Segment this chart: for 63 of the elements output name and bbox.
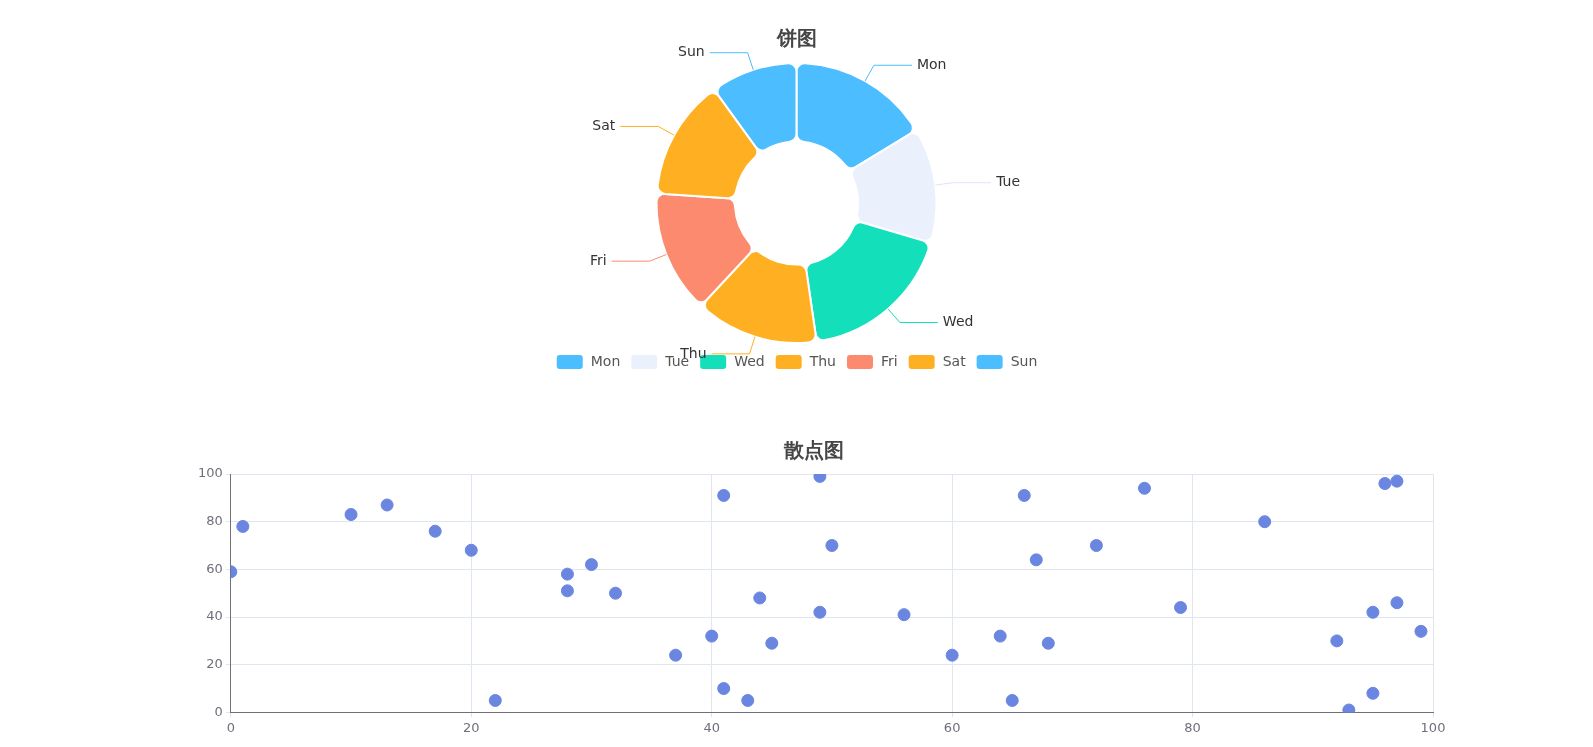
point [825, 539, 839, 553]
legend-label: Mon [590, 352, 621, 369]
slice-label: Sun [678, 43, 705, 60]
x-tick-label: 100 [1420, 719, 1446, 735]
point [1089, 539, 1103, 553]
point [1366, 686, 1380, 700]
point [717, 682, 731, 696]
point [1330, 634, 1344, 648]
legend-label: Sun [1010, 352, 1038, 369]
point [464, 543, 478, 557]
point [741, 693, 755, 707]
point [609, 586, 623, 600]
point [993, 629, 1007, 643]
point [945, 648, 959, 662]
x-tick-label: 0 [226, 719, 235, 735]
chart-title: 饼图 [775, 26, 817, 51]
point [380, 498, 394, 512]
point [560, 567, 574, 581]
point [1029, 553, 1043, 567]
point [1390, 596, 1404, 610]
x-tick-label: 20 [462, 719, 480, 735]
point [488, 693, 502, 707]
legend-label: Sat [942, 352, 967, 369]
point [428, 524, 442, 538]
point [1041, 636, 1055, 650]
legend-label: Thu [808, 352, 837, 369]
point [1137, 481, 1151, 495]
x-tick-label: 60 [943, 719, 961, 735]
point [813, 605, 827, 619]
point [765, 636, 779, 650]
point [669, 648, 683, 662]
point [1390, 474, 1404, 488]
slice-label: Wed [942, 313, 974, 330]
y-tick-label: 0 [214, 703, 223, 719]
point [1174, 601, 1188, 614]
x-tick-label: 80 [1184, 719, 1201, 735]
slice-label: Sat [592, 117, 616, 134]
legend-label: Fri [880, 352, 898, 369]
point [1414, 624, 1428, 638]
slice-label: Tue [995, 173, 1021, 190]
point [717, 488, 731, 502]
point [584, 558, 598, 572]
point [897, 608, 911, 622]
y-tick-label: 80 [206, 513, 223, 529]
point [753, 591, 767, 605]
point [1017, 488, 1031, 502]
slice-label: Fri [589, 251, 607, 268]
point [705, 629, 719, 643]
point [1378, 477, 1392, 491]
point [1366, 605, 1380, 619]
legend-label: Wed [734, 352, 765, 369]
chart-title: 散点图 [783, 438, 844, 463]
point [1258, 515, 1272, 529]
point [344, 508, 358, 522]
point [236, 519, 250, 533]
point [560, 584, 574, 598]
y-tick-label: 100 [197, 465, 223, 481]
y-tick-label: 20 [206, 656, 223, 672]
slice-label: Mon [916, 55, 947, 72]
y-tick-label: 40 [206, 608, 223, 624]
x-tick-label: 40 [703, 719, 720, 735]
y-tick-label: 60 [206, 560, 223, 576]
point [1005, 693, 1019, 707]
